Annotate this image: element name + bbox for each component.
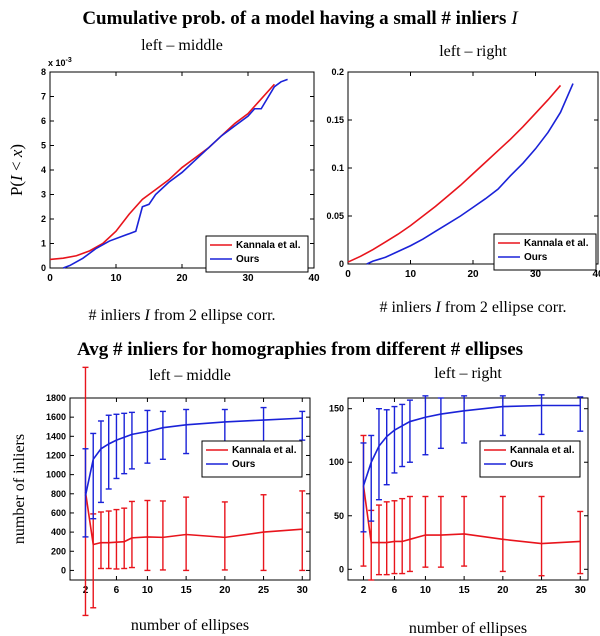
- y-tick-label: 7: [41, 92, 46, 102]
- y-tick-label: 1600: [46, 412, 66, 422]
- series-line-kannala: [49, 83, 275, 261]
- x-tick-label: 10: [420, 585, 432, 596]
- legend-label: Kannala et al.: [510, 445, 575, 456]
- y-tick-label: 0: [339, 564, 344, 574]
- plot-area: [347, 397, 589, 581]
- y-tick-label: 0: [339, 259, 344, 269]
- series-line-ours: [62, 78, 288, 269]
- legend-box: [493, 233, 597, 271]
- x-tick-label: 20: [467, 269, 479, 280]
- chart-panel-bottom-left: 2610152025300200400600800100012001400160…: [11, 366, 311, 634]
- y-scale-label: x 10-3: [48, 57, 72, 68]
- y-tick-label: 100: [329, 457, 344, 467]
- y-tick-label: 1400: [46, 431, 66, 441]
- y-axis-label: P(I < x): [7, 144, 26, 196]
- figure-bottom-title: Avg # inliers for homographies from diff…: [77, 339, 523, 360]
- y-tick-label: 6: [41, 116, 46, 126]
- x-tick-label: 30: [242, 273, 254, 284]
- y-tick-label: 1200: [46, 450, 66, 460]
- x-tick-label: 10: [110, 273, 122, 284]
- y-tick-label: 800: [51, 489, 66, 499]
- x-tick-label: 10: [405, 269, 417, 280]
- y-tick-label: 200: [51, 546, 66, 556]
- y-tick-label: 0.1: [331, 163, 344, 173]
- y-tick-label: 8: [41, 67, 46, 77]
- x-axis-label: # inliers I from 2 ellipse corr.: [88, 307, 275, 324]
- plot-area: [69, 397, 311, 581]
- y-tick-label: 1800: [46, 393, 66, 403]
- x-tick-label: 2: [361, 585, 367, 596]
- x-axis-label: number of ellipses: [131, 617, 249, 634]
- legend-label: Ours: [524, 252, 548, 263]
- legend-label: Kannala et al.: [524, 238, 589, 249]
- y-tick-label: 0.15: [326, 115, 344, 125]
- y-tick-label: 4: [41, 165, 46, 175]
- x-tick-label: 20: [219, 585, 231, 596]
- y-tick-label: 1: [41, 239, 46, 249]
- y-tick-label: 2: [41, 214, 46, 224]
- legend-label: Kannala et al.: [232, 445, 297, 456]
- legend-label: Ours: [236, 254, 260, 265]
- legend-label: Ours: [232, 459, 256, 470]
- x-tick-label: 20: [497, 585, 509, 596]
- x-tick-label: 30: [297, 585, 309, 596]
- x-tick-label: 0: [47, 273, 53, 284]
- panel-title: left – right: [434, 365, 502, 382]
- series-line-ours: [366, 83, 574, 265]
- x-tick-label: 0: [345, 269, 351, 280]
- legend-label: Kannala et al.: [236, 240, 301, 251]
- series-line-kannala: [84, 491, 303, 546]
- legend-box: [201, 440, 303, 478]
- y-tick-label: 3: [41, 190, 46, 200]
- y-tick-label: 50: [334, 511, 344, 521]
- chart-panel-top-right: 0 10 20 30 40 0 0.05 0.1 0.15 0.2 left – right # in…: [326, 43, 600, 316]
- x-tick-label: 25: [258, 585, 270, 596]
- series-line-kannala: [362, 485, 581, 545]
- y-tick-label: 150: [329, 404, 344, 414]
- legend-label: Ours: [510, 459, 534, 470]
- x-axis-label: # inliers I from 2 ellipse corr.: [379, 299, 566, 316]
- legend-box: [479, 440, 581, 478]
- x-tick-label: 40: [592, 269, 600, 280]
- panel-title: left – middle: [141, 37, 223, 54]
- x-tick-label: 25: [536, 585, 548, 596]
- y-tick-label: 0: [61, 565, 66, 575]
- x-tick-label: 20: [176, 273, 188, 284]
- y-tick-label: 1000: [46, 470, 66, 480]
- x-tick-label: 6: [114, 585, 120, 596]
- legend-box: [205, 235, 309, 273]
- y-tick-label: 400: [51, 527, 66, 537]
- panel-title: left – middle: [149, 367, 231, 384]
- chart-panel-bottom-right: 2 6 10 15 20 25 30 0 50 100 150 left – right number …: [329, 365, 589, 636]
- panel-title: left – right: [439, 43, 507, 60]
- y-tick-label: 0.05: [326, 211, 344, 221]
- series-line-kannala: [347, 84, 562, 263]
- x-axis-label: number of ellipses: [409, 620, 527, 636]
- y-tick-label: 5: [41, 141, 46, 151]
- x-tick-label: 15: [459, 585, 471, 596]
- y-tick-label: 0.2: [331, 67, 344, 77]
- x-tick-label: 30: [575, 585, 587, 596]
- x-tick-label: 30: [530, 269, 542, 280]
- y-axis-label: number of inliers: [11, 434, 28, 544]
- x-tick-label: 6: [392, 585, 398, 596]
- figure-top-title: Cumulative prob. of a model having a sma…: [82, 8, 519, 29]
- x-tick-label: 40: [308, 273, 320, 284]
- chart-panel-top-left: 0 10 20 30 40 0 1 2 3 4 5 6 7 8x 10-3 left – middle # i…: [7, 37, 320, 324]
- y-tick-label: 0: [41, 263, 46, 273]
- x-tick-label: 10: [142, 585, 154, 596]
- x-tick-label: 15: [181, 585, 193, 596]
- y-tick-label: 600: [51, 508, 66, 518]
